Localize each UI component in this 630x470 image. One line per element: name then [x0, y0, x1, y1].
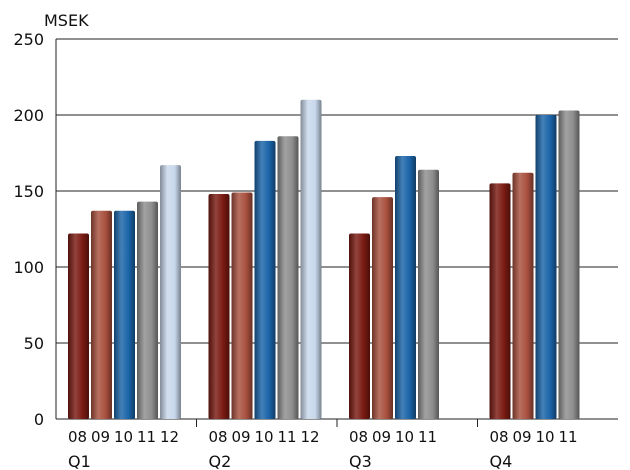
x-year-label: 11 — [558, 428, 577, 446]
bar-q1-10 — [114, 210, 135, 419]
y-tick-label: 200 — [13, 106, 44, 125]
bar-q1-11 — [137, 201, 158, 419]
x-year-label: 10 — [114, 428, 133, 446]
y-axis-label: MSEK — [44, 11, 89, 30]
x-year-label: 12 — [300, 428, 319, 446]
y-axis-ticks: 0 50 100 150 200 250 — [13, 30, 44, 429]
x-year-label: 08 — [349, 428, 368, 446]
x-quarter-label: Q2 — [209, 452, 232, 470]
y-tick-label: 50 — [24, 334, 44, 353]
bar-q4-11 — [558, 110, 580, 419]
bar-q2-12 — [300, 99, 322, 420]
bar-q2-10 — [254, 140, 276, 419]
x-year-label: 12 — [160, 428, 179, 446]
bar-q3-11 — [418, 169, 439, 419]
y-tick-label: 100 — [13, 258, 44, 277]
x-quarter-label: Q3 — [349, 452, 372, 470]
bar-q1-09 — [91, 210, 112, 419]
bar-q4-08 — [489, 183, 511, 419]
x-year-label: 08 — [68, 428, 87, 446]
x-quarter-label: Q4 — [490, 452, 513, 470]
bar-q4-09 — [512, 172, 534, 419]
bars — [68, 99, 580, 420]
x-year-label: 11 — [137, 428, 156, 446]
x-year-label: 09 — [512, 428, 531, 446]
x-year-label: 10 — [254, 428, 273, 446]
y-tick-label: 150 — [13, 182, 44, 201]
x-quarter-label: Q1 — [68, 452, 91, 470]
x-year-label: 09 — [231, 428, 250, 446]
x-year-label: 10 — [395, 428, 414, 446]
x-year-label: 11 — [418, 428, 437, 446]
x-year-label: 08 — [208, 428, 227, 446]
y-tick-label: 250 — [13, 30, 44, 49]
y-tick-label: 0 — [34, 410, 44, 429]
bar-q1-12 — [160, 165, 181, 419]
bar-q4-10 — [535, 115, 557, 419]
x-year-label: 09 — [372, 428, 391, 446]
bar-q2-11 — [277, 136, 299, 419]
bar-q2-08 — [208, 194, 230, 419]
bar-q3-10 — [395, 156, 416, 420]
x-year-label: 10 — [535, 428, 554, 446]
bar-q3-08 — [349, 233, 370, 419]
bar-q2-09 — [231, 192, 253, 419]
x-year-label: 08 — [489, 428, 508, 446]
bar-q3-09 — [372, 197, 393, 419]
x-year-label: 11 — [277, 428, 296, 446]
x-year-label: 09 — [91, 428, 110, 446]
bar-q1-08 — [68, 233, 89, 419]
